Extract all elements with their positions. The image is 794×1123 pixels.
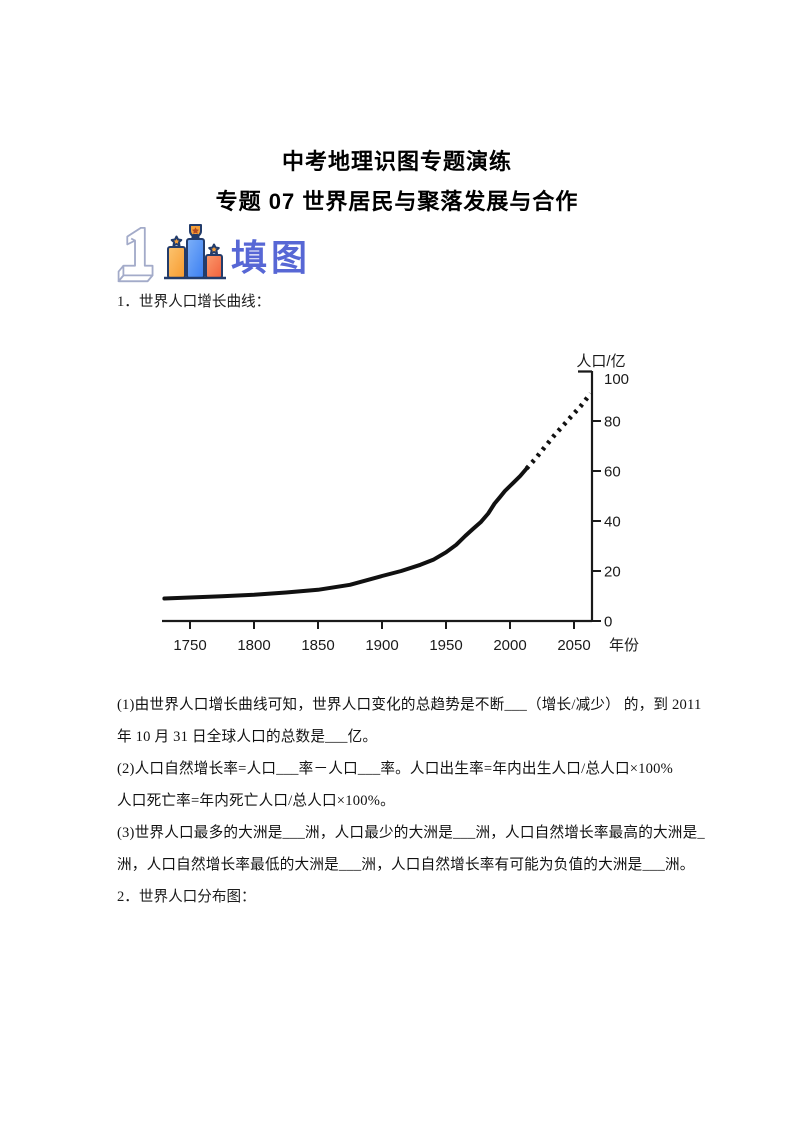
population-curve-solid bbox=[162, 466, 529, 601]
question-text-line: 年 10 月 31 日全球人口的总数是___亿。 bbox=[117, 729, 378, 745]
x-axis-title: 年份 bbox=[609, 637, 639, 654]
y-axis-tick-label: 80 bbox=[604, 414, 621, 431]
question-text-line: 洲，人口自然增长率最低的大洲是___洲，人口自然增长率有可能为负值的大洲是___… bbox=[117, 857, 695, 873]
population-growth-chart-svg: 1750 1800 1850 1900 1950 2000 2050 0 20 40 60 80 100… bbox=[162, 353, 639, 654]
podium-ranking-icon bbox=[162, 221, 228, 288]
question1-body: (1)由世界人口增长曲线可知，世界人口变化的总趋势是不断___（增长/减少） 的… bbox=[117, 689, 705, 881]
y-axis-tick-label: 100 bbox=[604, 371, 629, 388]
y-axis-tick-label: 0 bbox=[604, 614, 612, 631]
question-text-line: (2)人口自然增长率=人口___率－人口___率。人口出生率=年内出生人口/总人… bbox=[117, 761, 674, 777]
x-axis-tick-label: 1900 bbox=[365, 637, 398, 654]
x-axis-tick-label: 2050 bbox=[557, 637, 590, 654]
y-axis-tick-label: 20 bbox=[604, 564, 621, 581]
question1-heading: 1．世界人口增长曲线： bbox=[117, 294, 271, 310]
y-axis-tick-label: 40 bbox=[604, 514, 621, 531]
x-axis-tick-label: 1950 bbox=[429, 637, 462, 654]
y-axis-tick-label: 60 bbox=[604, 464, 621, 481]
population-curve-dashed-projection bbox=[524, 392, 593, 471]
page-subtitle: 专题 07 世界居民与聚落发展与合作 bbox=[215, 189, 579, 214]
x-axis-tick-label: 2000 bbox=[493, 637, 526, 654]
x-axis-tick-label: 1800 bbox=[237, 637, 270, 654]
x-axis-tick-label: 1750 bbox=[173, 637, 206, 654]
question2-heading: 2．世界人口分布图： bbox=[117, 889, 256, 905]
population-growth-chart: 1750 1800 1850 1900 1950 2000 2050 0 20 40 60 80 100… bbox=[130, 340, 700, 665]
section-badge-label: 填图 bbox=[231, 237, 312, 278]
x-axis-tick-label: 1850 bbox=[301, 637, 334, 654]
y-axis-title: 人口/亿 bbox=[576, 353, 625, 370]
chart-axes bbox=[162, 370, 594, 623]
page-title: 中考地理识图专题演练 bbox=[281, 149, 512, 174]
question-text-line: (3)世界人口最多的大洲是___洲，人口最少的大洲是___洲，人口自然增长率最高… bbox=[117, 825, 705, 841]
question-text-line: (1)由世界人口增长曲线可知，世界人口变化的总趋势是不断___（增长/减少） 的… bbox=[117, 697, 702, 713]
numeral-1-icon bbox=[111, 225, 163, 294]
question-text-line: 人口死亡率=年内死亡人口/总人口×100%。 bbox=[117, 793, 395, 809]
